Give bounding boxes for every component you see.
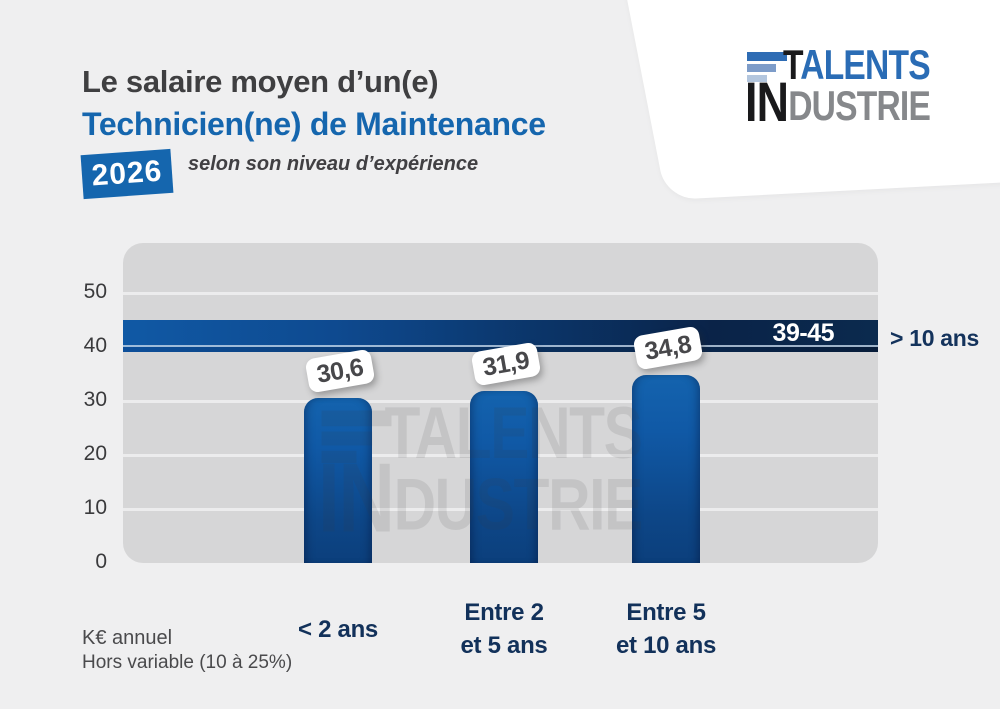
x-label-0: < 2 ans	[298, 615, 378, 643]
x-label-2: Entre 5 et 10 ans	[615, 599, 717, 659]
page-title-line1: Le salaire moyen d’un(e)	[82, 64, 439, 99]
year-badge: 2026	[80, 148, 174, 200]
y-tick-0: 0	[95, 550, 107, 573]
logo-flag-icon	[747, 52, 787, 82]
salary-band-highlight	[123, 345, 878, 348]
salary-band-value: 39-45	[772, 318, 835, 347]
year-badge-label: 2026	[90, 154, 164, 193]
y-tick-50: 50	[83, 280, 107, 303]
x-label-1: Entre 2 et 5 ans	[460, 599, 548, 659]
value-label-0: 30,6	[304, 348, 376, 394]
bar-1	[470, 390, 538, 563]
logo-line1-blue: ALENTS	[800, 41, 930, 88]
footnote: Hors variable (10 à 25%)	[82, 652, 293, 673]
value-label-text: 34,8	[642, 329, 694, 366]
y-tick-10: 10	[83, 496, 107, 519]
y-tick-20: 20	[83, 442, 107, 465]
page-title-line2: Technicien(ne) de Maintenance	[82, 106, 546, 142]
band-category-label: > 10 ans	[890, 324, 980, 351]
unit-label: K€ annuel	[82, 627, 173, 649]
value-label-text: 31,9	[480, 345, 532, 382]
gridline-50	[123, 291, 878, 295]
talents-industrie-logo: TALENTS IN DUSTRIE	[745, 44, 955, 133]
value-label-text: 30,6	[314, 352, 366, 389]
bar-2	[632, 375, 700, 563]
logo-line1-black: T	[783, 41, 801, 88]
y-tick-40: 40	[83, 334, 107, 357]
logo-line2-gray: DUSTRIE	[788, 82, 931, 129]
page-subtitle: selon son niveau d’expérience	[188, 153, 479, 175]
y-tick-30: 30	[83, 388, 107, 411]
logo-line2-black: IN	[745, 70, 789, 133]
bar-0	[304, 397, 372, 563]
